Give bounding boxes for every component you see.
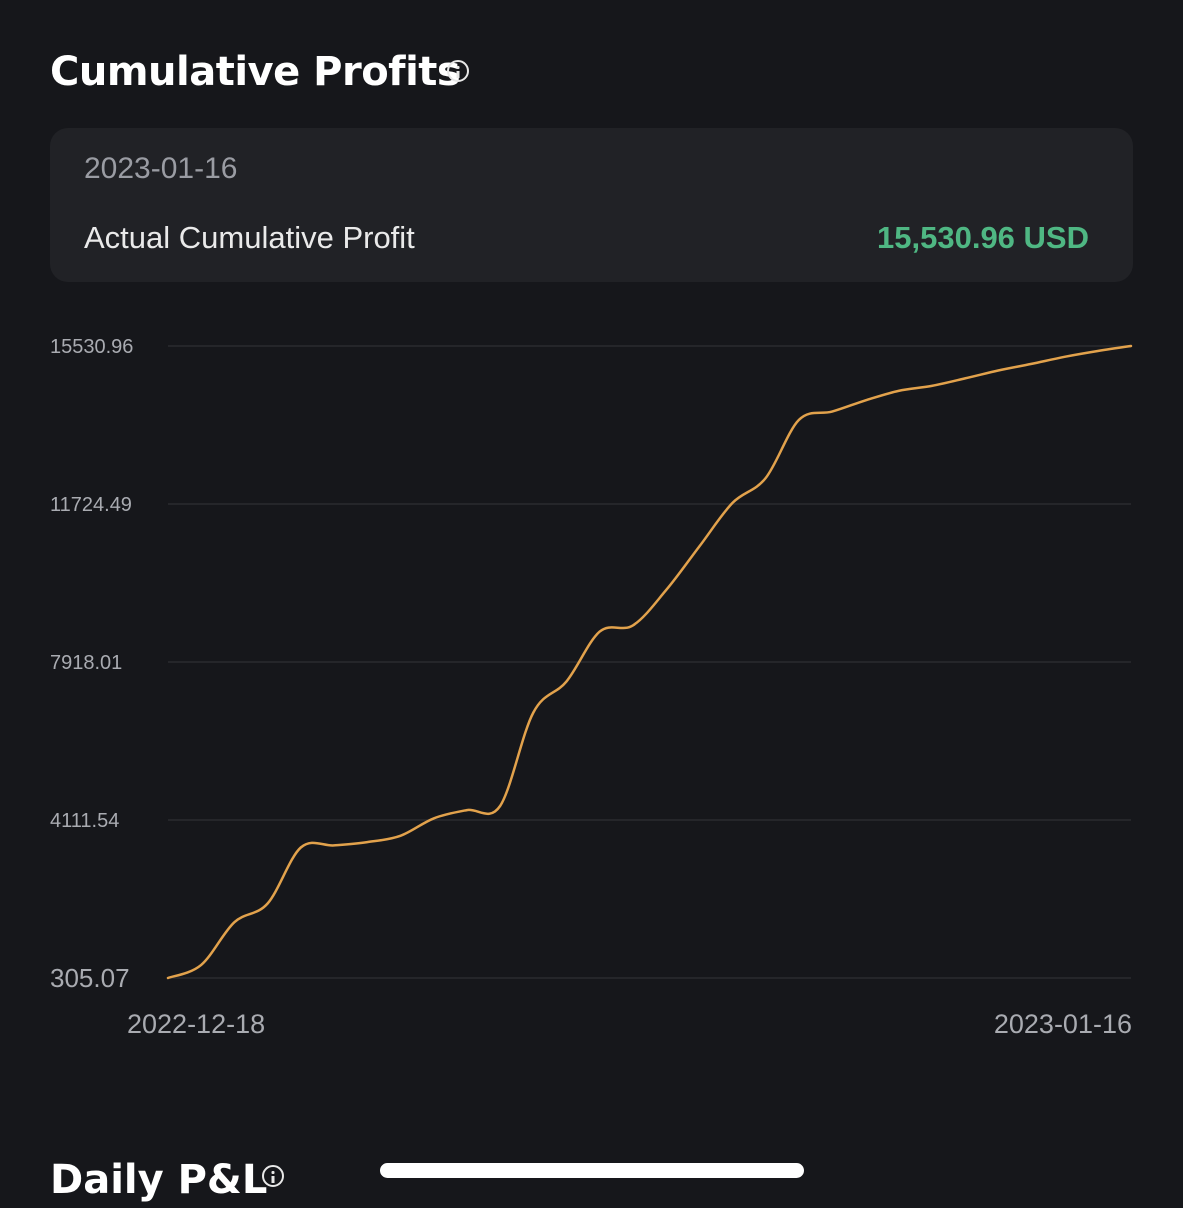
- home-indicator[interactable]: [380, 1163, 804, 1178]
- x-tick-label: 2023-01-16: [994, 1009, 1132, 1039]
- y-tick-label: 4111.54: [50, 810, 119, 832]
- page-title: Cumulative Profits: [50, 49, 461, 95]
- y-tick-label: 15530.96: [50, 336, 133, 358]
- summary-value: 15,530.96 USD: [877, 220, 1089, 255]
- summary-label: Actual Cumulative Profit: [84, 220, 415, 255]
- summary-date: 2023-01-16: [84, 152, 238, 185]
- y-tick-label: 305.07: [50, 963, 130, 993]
- info-icon[interactable]: [262, 1165, 284, 1187]
- summary-card: 2023-01-16 Actual Cumulative Profit 15,5…: [50, 128, 1133, 282]
- y-tick-label: 11724.49: [50, 494, 132, 516]
- section-title-daily-pnl: Daily P&L: [50, 1157, 268, 1203]
- x-tick-label: 2022-12-18: [127, 1009, 265, 1039]
- info-icon[interactable]: [447, 60, 469, 82]
- series-line: [166, 344, 1133, 980]
- y-tick-label: 7918.01: [50, 652, 122, 674]
